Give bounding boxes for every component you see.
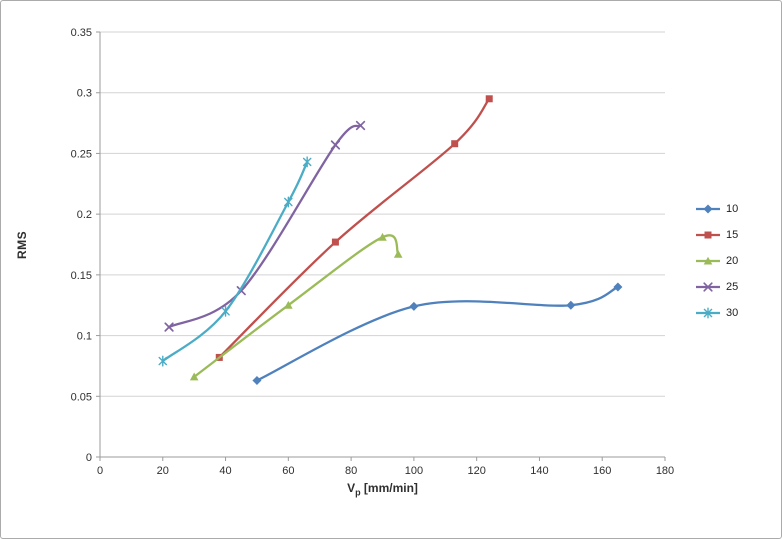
series-30-marker <box>302 156 312 168</box>
series-25-line <box>167 124 362 329</box>
y-tick-label: 0.2 <box>77 209 92 221</box>
x-axis-title: Vp [mm/min] <box>100 481 665 497</box>
x-tick-label: 20 <box>157 465 169 477</box>
x-tick-label: 80 <box>345 465 357 477</box>
series-20-marker <box>378 232 387 241</box>
legend-asterisk-icon <box>696 307 720 319</box>
x-tick-label: 120 <box>467 465 485 477</box>
legend-item-15: 15 <box>695 225 738 245</box>
y-tick-label: 0.35 <box>71 27 92 39</box>
legend-diamond-icon <box>696 204 720 214</box>
series-15-line <box>218 97 491 359</box>
series-15-marker <box>331 238 339 246</box>
y-tick-label: 0.1 <box>77 331 92 343</box>
x-tick-label: 140 <box>530 465 548 477</box>
series-15-marker <box>451 140 459 148</box>
y-tick-label: 0.15 <box>71 270 92 282</box>
series-30-marker <box>284 196 293 208</box>
legend-marker-sample <box>703 282 713 292</box>
x-tick-label: 0 <box>97 465 103 477</box>
series-30-marker <box>158 355 168 367</box>
legend-item-10: 10 <box>695 199 738 219</box>
x-tick-label: 100 <box>405 465 423 477</box>
series-20-marker <box>284 300 293 309</box>
series-10-marker <box>252 376 262 385</box>
legend-item-25: 25 <box>695 277 738 297</box>
legend-marker-sample <box>703 307 713 319</box>
legend-item-30: 30 <box>695 303 738 323</box>
x-tick-label: 60 <box>282 465 294 477</box>
y-tick-label: 0.25 <box>71 148 92 160</box>
series-20-marker <box>393 249 403 258</box>
x-axis-title-sub: p <box>355 487 361 498</box>
legend-item-20: 20 <box>695 251 738 271</box>
x-tick-label: 40 <box>219 465 231 477</box>
series-25-marker <box>355 120 366 131</box>
legend-marker-sample <box>703 204 713 214</box>
series-25-marker <box>164 322 174 332</box>
legend-marker-sample <box>704 231 712 239</box>
y-tick-label: 0.05 <box>71 391 92 403</box>
series-30-marker <box>221 305 230 317</box>
series-15-marker <box>485 95 493 103</box>
x-axis-title-unit: [mm/min] <box>360 481 418 495</box>
series-10-marker <box>566 300 576 310</box>
series-25-marker <box>330 140 341 150</box>
x-axis-title-main: V <box>347 481 356 495</box>
legend-label: 10 <box>726 203 739 215</box>
legend-label: 30 <box>726 307 739 319</box>
series-30-line <box>161 160 309 363</box>
series-20-line <box>193 234 400 379</box>
y-tick-label: 0 <box>86 452 92 464</box>
series-10-marker <box>409 301 419 311</box>
legend-label: 20 <box>726 255 739 267</box>
legend-triangle-icon <box>696 256 720 265</box>
legend: 10 15 20 25 30 <box>695 199 738 323</box>
legend-square-icon <box>696 231 720 239</box>
x-tick-label: 180 <box>656 465 674 477</box>
legend-label: 25 <box>726 281 739 293</box>
legend-x-icon <box>696 282 720 292</box>
legend-label: 15 <box>726 229 739 241</box>
x-tick-label: 160 <box>593 465 611 477</box>
series-20-marker <box>189 372 199 381</box>
legend-marker-sample <box>703 256 713 265</box>
series-10-marker <box>613 282 623 292</box>
y-tick-label: 0.3 <box>77 88 92 100</box>
series-10-line <box>255 285 620 382</box>
